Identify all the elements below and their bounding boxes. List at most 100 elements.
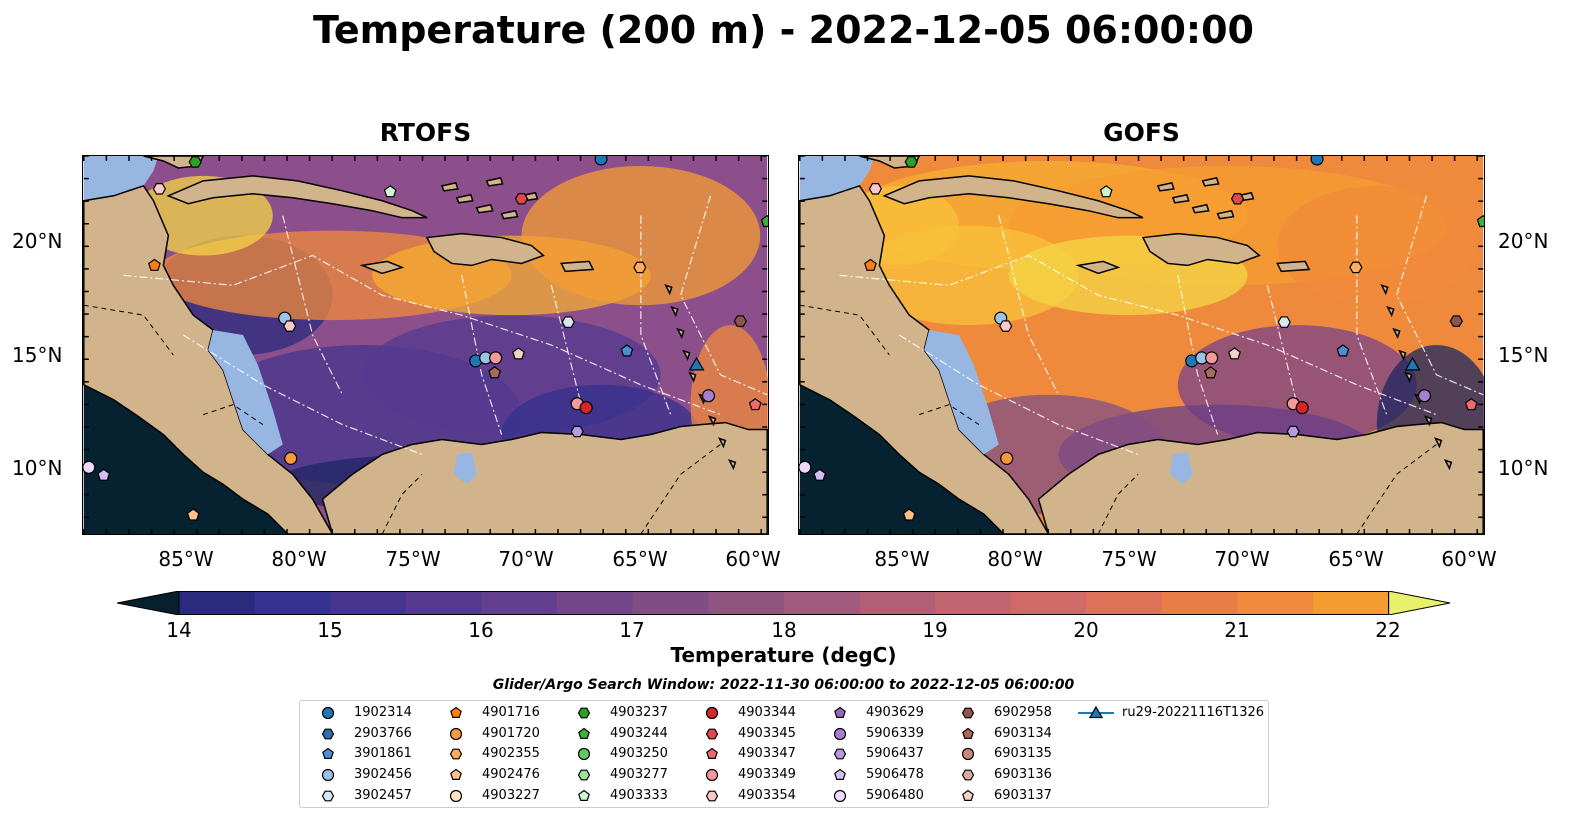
legend-marker[interactable]: [577, 707, 591, 719]
lesser-antilles-island: [1424, 415, 1433, 427]
argo-float-marker[interactable]: [1464, 397, 1478, 411]
argo-float-marker[interactable]: [570, 425, 584, 438]
argo-float-marker[interactable]: [733, 315, 747, 327]
argo-float-marker[interactable]: [813, 468, 827, 481]
legend-marker[interactable]: [961, 769, 975, 781]
argo-float-marker[interactable]: [383, 185, 397, 198]
legend-marker[interactable]: [578, 789, 590, 801]
legend-marker[interactable]: [449, 727, 463, 740]
hispaniola: [1141, 232, 1261, 267]
rtofs-temperature-map[interactable]: [82, 155, 769, 535]
argo-float-marker[interactable]: [97, 468, 111, 481]
legend-marker-icon: [321, 790, 335, 802]
legend-label: 4903244: [610, 725, 668, 741]
argo-float-marker[interactable]: [748, 397, 762, 411]
argo-float-marker[interactable]: [1204, 366, 1218, 379]
argo-float-marker[interactable]: [760, 214, 769, 228]
argo-float-marker[interactable]: [633, 261, 647, 274]
colorbar-extend-high: [1388, 591, 1451, 615]
argo-float-marker[interactable]: [579, 401, 593, 415]
legend-marker[interactable]: [1088, 705, 1104, 719]
argo-float-marker[interactable]: [1310, 155, 1324, 166]
legend-marker[interactable]: [705, 768, 719, 782]
legend-marker[interactable]: [450, 706, 462, 718]
argo-float-marker[interactable]: [1277, 316, 1291, 328]
argo-float-marker[interactable]: [864, 258, 877, 271]
gofs-temperature-map[interactable]: [798, 155, 1485, 535]
legend-marker[interactable]: [834, 706, 846, 718]
argo-float-marker[interactable]: [83, 460, 96, 474]
argo-float-marker[interactable]: [1349, 261, 1363, 274]
argo-float-marker[interactable]: [1449, 315, 1463, 327]
argo-float-marker[interactable]: [1286, 425, 1300, 438]
legend-marker[interactable]: [833, 727, 847, 740]
legend-marker[interactable]: [321, 768, 335, 782]
argo-float-marker[interactable]: [188, 156, 202, 168]
legend-marker[interactable]: [705, 728, 719, 740]
legend-marker[interactable]: [577, 769, 591, 781]
legend-marker[interactable]: [961, 748, 975, 761]
legend-marker[interactable]: [449, 789, 463, 802]
argo-float-marker[interactable]: [904, 156, 918, 168]
legend-marker[interactable]: [833, 789, 847, 802]
legend-marker-icon: [322, 748, 334, 760]
argo-float-marker[interactable]: [1000, 451, 1014, 465]
argo-float-marker[interactable]: [1230, 193, 1245, 205]
lon-tick-label: 80°W: [987, 547, 1043, 571]
argo-float-marker[interactable]: [489, 351, 503, 365]
legend-marker[interactable]: [705, 706, 719, 720]
argo-float-marker[interactable]: [868, 183, 883, 195]
argo-float-marker[interactable]: [799, 460, 812, 474]
argo-float-marker[interactable]: [999, 320, 1013, 332]
argo-float-marker[interactable]: [620, 344, 634, 357]
legend-marker[interactable]: [834, 768, 846, 781]
argo-float-marker[interactable]: [594, 155, 608, 166]
country-border: [203, 404, 264, 425]
legend-label: 6902958: [994, 705, 1052, 720]
legend-label: ru29-20221116T1326: [1122, 705, 1265, 720]
argo-float-marker[interactable]: [152, 183, 167, 195]
glider-marker[interactable]: [688, 356, 705, 371]
argo-float-marker[interactable]: [488, 366, 502, 379]
jamaica: [1075, 260, 1121, 275]
legend-marker[interactable]: [450, 768, 462, 781]
argo-float-marker[interactable]: [1295, 401, 1309, 415]
legend-marker-icon: [321, 706, 335, 720]
colorbar-segment: [254, 591, 331, 615]
legend-marker-icon: [833, 748, 847, 760]
legend-marker-icon: [705, 768, 719, 782]
argo-float-marker[interactable]: [1205, 351, 1219, 365]
legend-marker[interactable]: [578, 727, 590, 739]
argo-float-marker[interactable]: [284, 451, 298, 465]
argo-float-marker[interactable]: [1099, 185, 1113, 198]
legend-marker-icon: [1078, 705, 1114, 719]
lesser-antilles-island: [1398, 349, 1407, 361]
argo-float-marker[interactable]: [186, 508, 200, 521]
legend-marker[interactable]: [705, 790, 719, 802]
argo-float-marker[interactable]: [561, 316, 575, 328]
legend-marker[interactable]: [322, 748, 334, 760]
argo-float-marker[interactable]: [283, 320, 297, 332]
legend-marker[interactable]: [449, 748, 463, 760]
legend-marker[interactable]: [961, 707, 975, 719]
argo-float-marker[interactable]: [512, 347, 525, 360]
argo-float-marker[interactable]: [902, 508, 916, 521]
legend-marker[interactable]: [321, 706, 335, 720]
argo-float-marker[interactable]: [148, 258, 161, 271]
argo-float-marker[interactable]: [1228, 347, 1241, 360]
legend-marker[interactable]: [962, 789, 974, 801]
legend-marker[interactable]: [321, 728, 335, 740]
legend-marker[interactable]: [577, 748, 591, 761]
argo-float-marker[interactable]: [1336, 344, 1350, 357]
legend-marker[interactable]: [321, 790, 335, 802]
legend-marker[interactable]: [962, 727, 974, 739]
jamaica: [359, 260, 405, 275]
argo-float-marker[interactable]: [514, 193, 529, 205]
argo-float-marker[interactable]: [1417, 389, 1432, 403]
argo-float-marker[interactable]: [1476, 214, 1485, 228]
glider-marker[interactable]: [1404, 356, 1421, 371]
legend-marker-icon: [706, 748, 718, 760]
legend-marker[interactable]: [833, 748, 847, 760]
argo-float-marker[interactable]: [701, 389, 716, 403]
legend-marker[interactable]: [706, 748, 718, 760]
